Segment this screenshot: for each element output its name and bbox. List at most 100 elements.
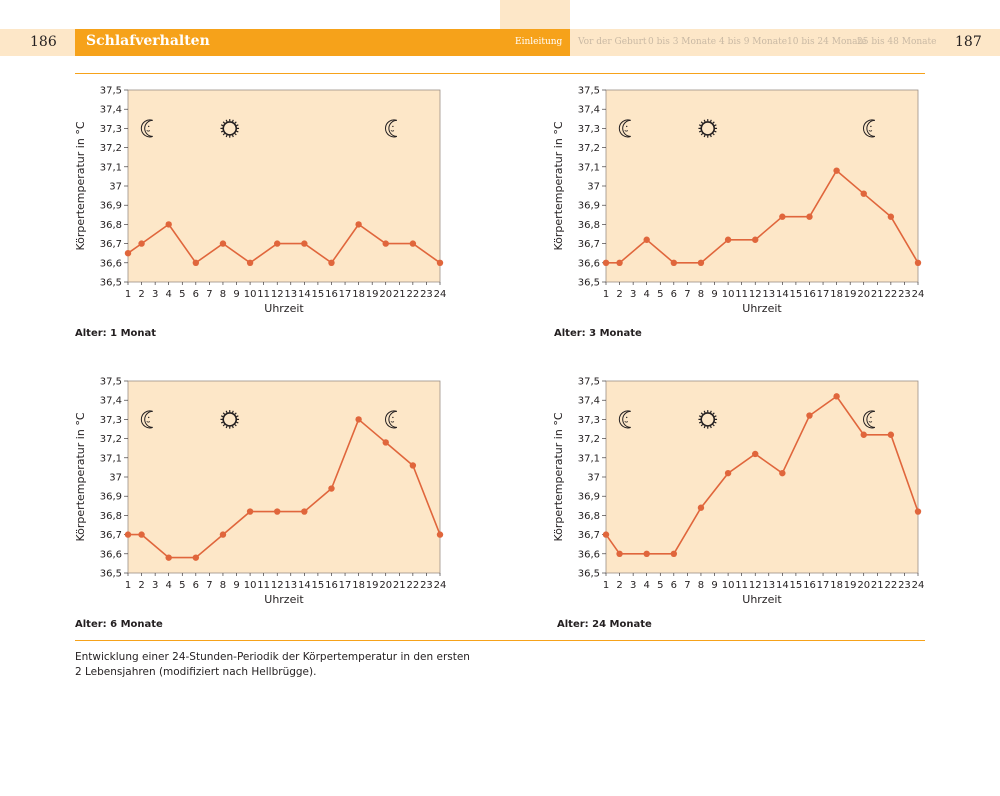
top-rule [75, 73, 925, 74]
y-tick-label: 36,9 [100, 201, 122, 212]
data-point [860, 431, 867, 438]
x-tick-label: 2 [616, 580, 622, 591]
x-tick-label: 19 [366, 580, 379, 591]
caption-line-1: Entwicklung einer 24-Stunden-Periodik de… [75, 651, 470, 663]
x-tick-label: 14 [298, 580, 311, 591]
data-point [887, 213, 895, 220]
chart-svg: 36,536,636,736,836,93737,137,237,337,437… [74, 86, 446, 316]
y-axis-label: Körpertemperatur in °C [74, 121, 87, 250]
data-point [602, 259, 610, 266]
y-tick-label: 37,4 [578, 105, 600, 116]
moon-icon [863, 410, 876, 429]
x-tick-label: 8 [698, 289, 704, 300]
data-point [779, 469, 786, 477]
x-axis-label: Uhrzeit [264, 593, 304, 606]
y-tick-label: 37,5 [100, 377, 122, 388]
x-tick-label: 2 [616, 289, 622, 300]
x-tick-label: 20 [379, 580, 392, 591]
x-tick-label: 7 [684, 289, 690, 300]
data-point [328, 485, 335, 492]
data-point [670, 259, 678, 266]
x-tick-label: 8 [220, 289, 226, 300]
chart-6-monate: 36,5 36,6 36,7 36,8 36,9 37 37,1 37,2 37,3 37,4 37… [70, 373, 450, 613]
data-point [752, 450, 759, 458]
data-point [616, 550, 623, 557]
sun-icon [220, 410, 240, 429]
tab-vor-der-geburt[interactable]: Vor der Geburt [578, 37, 647, 47]
x-tick-label: 3 [152, 580, 158, 591]
chart-svg: 36,536,636,736,836,93737,137,237,337,437… [552, 377, 925, 607]
tab-0-3-monate[interactable]: 0 bis 3 Monate [648, 37, 717, 47]
x-tick-label: 20 [857, 289, 870, 300]
data-point [670, 550, 678, 557]
data-point [246, 259, 254, 266]
data-point [274, 240, 281, 247]
data-point [382, 439, 389, 446]
x-tick-label: 1 [125, 289, 131, 300]
y-tick-label: 36,5 [578, 569, 600, 580]
x-tick-label: 10 [244, 580, 257, 591]
data-point [138, 531, 145, 538]
chart-svg: 36,536,636,736,836,93737,137,237,337,437… [552, 86, 924, 316]
y-axis-label: Körpertemperatur in °C [74, 412, 87, 541]
data-point [833, 167, 840, 174]
tab-25-48-monate[interactable]: 25 bis 48 Monate [857, 37, 937, 47]
y-tick-label: 36,6 [100, 258, 122, 269]
x-tick-label: 12 [749, 580, 762, 591]
title-block [75, 29, 500, 56]
y-axis-label: Körpertemperatur in °C [552, 121, 565, 250]
x-tick-label: 14 [776, 289, 789, 300]
x-tick-label: 17 [817, 289, 830, 300]
x-tick-label: 6 [671, 289, 677, 300]
chapter-title: Schlafverhalten [86, 33, 210, 49]
x-tick-label: 24 [912, 580, 925, 591]
tab-10-24-monate[interactable]: 10 bis 24 Monate [787, 37, 867, 47]
x-tick-label: 5 [179, 289, 185, 300]
data-point [328, 259, 335, 266]
x-tick-label: 16 [803, 289, 816, 300]
x-tick-label: 21 [871, 289, 884, 300]
data-point [382, 240, 389, 247]
data-point [124, 250, 132, 257]
x-tick-label: 3 [152, 289, 158, 300]
page-number-left: 186 [30, 34, 57, 50]
x-tick-label: 2 [138, 580, 144, 591]
data-point [165, 221, 172, 228]
y-tick-label: 37,1 [578, 453, 600, 464]
data-point [643, 550, 650, 557]
x-tick-label: 7 [206, 580, 212, 591]
x-tick-label: 18 [352, 289, 365, 300]
x-tick-label: 13 [762, 580, 775, 591]
y-tick-label: 37,3 [100, 124, 122, 135]
moon-icon [863, 119, 876, 138]
y-tick-label: 37,5 [578, 86, 600, 97]
x-tick-label: 5 [179, 580, 185, 591]
age-label-1: Alter: 1 Monat [75, 328, 157, 339]
x-tick-label: 18 [830, 580, 843, 591]
y-tick-label: 36,5 [100, 569, 122, 580]
x-tick-label: 2 [138, 289, 144, 300]
x-tick-label: 15 [790, 289, 803, 300]
y-tick-label: 37,1 [100, 162, 122, 173]
y-tick-label: 36,5 [100, 278, 122, 289]
sun-icon [698, 119, 718, 138]
x-tick-label: 4 [166, 580, 172, 591]
y-tick-label: 37,2 [100, 143, 122, 154]
tab-4-9-monate[interactable]: 4 bis 9 Monate [719, 37, 788, 47]
y-tick-label: 36,6 [578, 258, 600, 269]
x-tick-label: 22 [407, 580, 420, 591]
y-tick-label: 36,7 [578, 530, 600, 541]
y-tick-label: 36,9 [578, 492, 600, 503]
y-tick-label: 37,1 [100, 453, 122, 464]
x-tick-label: 22 [885, 289, 898, 300]
data-point [274, 508, 281, 515]
data-point [914, 259, 922, 266]
x-tick-label: 9 [233, 289, 239, 300]
x-tick-label: 11 [735, 289, 748, 300]
y-tick-label: 36,6 [578, 549, 600, 560]
y-tick-label: 36,8 [578, 220, 600, 231]
data-point [887, 431, 895, 438]
x-tick-label: 18 [830, 289, 843, 300]
tab-einleitung[interactable]: Einleitung [515, 37, 563, 47]
x-tick-label: 19 [366, 289, 379, 300]
